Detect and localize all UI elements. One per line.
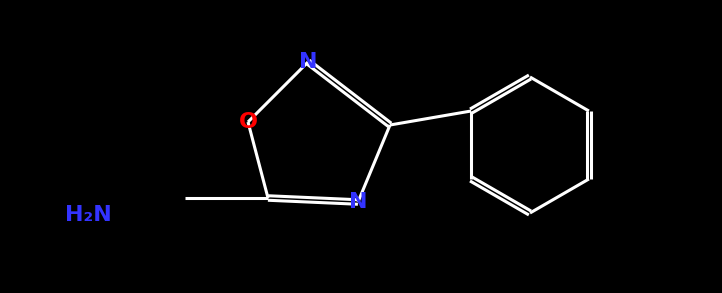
Text: N: N xyxy=(299,52,317,72)
Text: O: O xyxy=(238,112,258,132)
Text: N: N xyxy=(349,192,367,212)
Text: H₂N: H₂N xyxy=(65,205,112,225)
